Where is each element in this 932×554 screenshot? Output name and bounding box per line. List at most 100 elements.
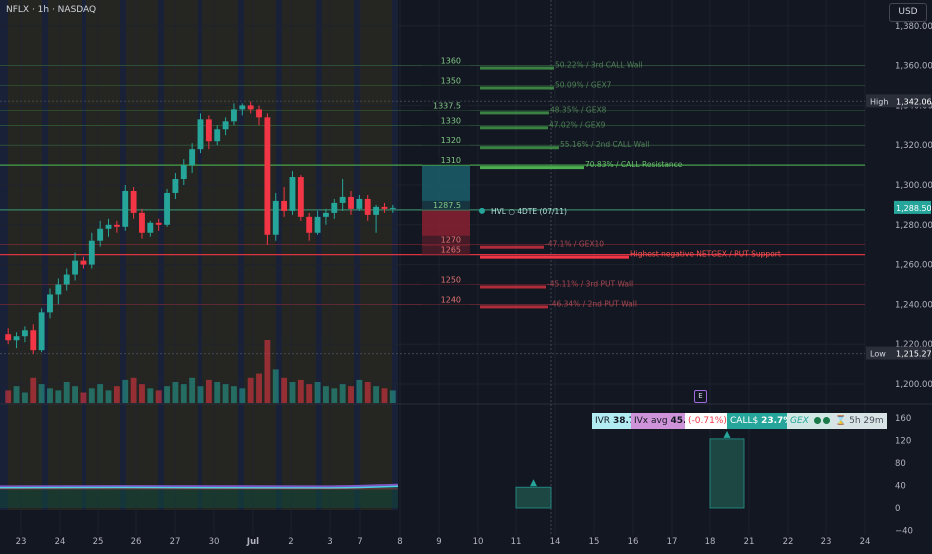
price-tag-value: 1,215.27: [896, 350, 932, 359]
level-text-1250: -45.11% / 3rd PUT Wall: [547, 280, 633, 289]
time-tick-label: 8: [397, 537, 402, 547]
ivr-badge: IVR 38.7: [592, 413, 639, 429]
timer-badge: ⌛ 5h 29m: [832, 413, 887, 429]
time-tick-label: Jul: [246, 537, 259, 547]
price-tick-label: 1,260.00: [895, 261, 932, 271]
strike-tag-bg: [422, 76, 470, 86]
volume-bar: [139, 384, 145, 403]
strike-tag-bg: [422, 295, 470, 305]
price-tick-label: 1,320.00: [895, 141, 932, 151]
strike-tag-bg: [422, 116, 470, 126]
candle-body: [113, 224, 120, 227]
strike-label-1337.5: 1337.5: [433, 101, 461, 110]
candle-body: [55, 284, 62, 295]
forecast-bar-11: [515, 486, 552, 509]
candle-body: [105, 224, 112, 229]
candle-body: [256, 109, 262, 118]
price-tag-bg: [894, 200, 931, 214]
level-bar-1337.5: [480, 111, 545, 115]
volume-bar: [21, 392, 28, 403]
time-tick-label: 9: [436, 537, 441, 547]
price-tag-label-bg: [866, 94, 894, 108]
level-text-1330: 47.02% / GEX9: [549, 120, 606, 129]
candle-body: [389, 207, 396, 209]
level-bar-1350: [480, 86, 550, 90]
currency-selector[interactable]: USD: [889, 3, 927, 22]
volume-bars: [5, 340, 396, 403]
level-bar-1250: [480, 285, 542, 289]
price-tag-label: Low: [870, 350, 886, 359]
volume-bar: [63, 382, 70, 403]
strike-tag-bg: [422, 275, 470, 285]
indicator-tick-label: 120: [895, 437, 911, 447]
candle-body: [373, 206, 380, 215]
candle-body: [5, 334, 12, 341]
call-label: CALL$: [730, 416, 759, 426]
level-bar-1320: [480, 146, 555, 150]
hourglass-icon: ⌛: [835, 416, 847, 426]
volume-bar: [289, 382, 296, 403]
time-tick-label: 24: [860, 537, 871, 547]
time-tick-label: 27: [170, 537, 181, 547]
candle-body: [189, 149, 196, 166]
strike-tag-bg: [422, 136, 470, 146]
ivx-label: IVx avg: [634, 416, 668, 426]
indicator-tick-label: 160: [895, 414, 911, 424]
level-text-1350: 50.09% / GEX7: [555, 81, 612, 90]
candle-body: [80, 260, 87, 265]
time-tick-label: 7: [357, 537, 362, 547]
volume-bar: [105, 390, 112, 403]
price-tag-label: High: [870, 97, 888, 106]
time-axis: 23 24 25 26 27 30 Jul 2 3 7 8 9 10 11 14 15 16 17 18 21 22 23…: [16, 537, 871, 547]
price-axis: 1,200.00 1,220.00 1,240.00 1,260.00 1,280.00…: [866, 22, 932, 536]
time-tick-label: 14: [550, 537, 561, 547]
candle-body: [322, 212, 329, 217]
strike-label-1240: 1240: [441, 295, 461, 304]
price-tag-bg: [894, 346, 931, 360]
symbol-title: NFLX · 1h · NASDAQ: [6, 5, 97, 15]
strike-tag-bg: [422, 101, 470, 111]
strike-tag-bg: [422, 235, 470, 245]
candle-body: [97, 228, 104, 241]
candle-body: [72, 260, 79, 275]
volume-bar: [180, 384, 187, 403]
volume-bar: [314, 382, 321, 403]
candle-body: [147, 222, 154, 233]
volume-bar: [47, 388, 53, 403]
candle-body: [222, 121, 229, 130]
level-bar-cap: [625, 255, 629, 259]
volume-bar: [97, 384, 104, 403]
price-tick-label: 1,360.00: [895, 62, 932, 72]
ivx-badge: IVx avg 45.1: [631, 413, 696, 429]
indicator-tick-label: 40: [895, 482, 906, 492]
candle-body: [356, 198, 363, 209]
time-tick-label: 3: [327, 537, 332, 547]
time-tick-label: 23: [16, 537, 27, 547]
candle-body: [197, 119, 204, 150]
earnings-marker[interactable]: E: [694, 390, 707, 403]
level-bar-cap: [545, 111, 549, 115]
hvl-dot-icon: [479, 207, 485, 214]
candlesticks: [5, 101, 396, 355]
indicator-tick-label: 80: [895, 459, 906, 469]
strike-tag-bg: [422, 56, 470, 66]
candle-body: [239, 105, 246, 110]
candle-body: [139, 212, 145, 233]
candle-body: [314, 216, 321, 233]
strike-label-1320: 1320: [441, 136, 461, 145]
time-tick-label: 17: [667, 537, 678, 547]
price-tag-label-bg: [866, 346, 894, 360]
strike-tag-bg: [422, 245, 470, 255]
time-tick-label: 2: [288, 537, 293, 547]
candle-body: [272, 200, 279, 235]
candle-body: [21, 330, 28, 337]
volume-bar: [256, 373, 262, 403]
candle-body: [289, 177, 296, 211]
candle-body: [364, 198, 371, 215]
level-text-1310: 70.83% / CALL Resistance: [585, 160, 683, 169]
triangle-up-icon: [723, 430, 731, 438]
volume-bar: [80, 392, 87, 403]
volume-bar: [231, 386, 237, 403]
